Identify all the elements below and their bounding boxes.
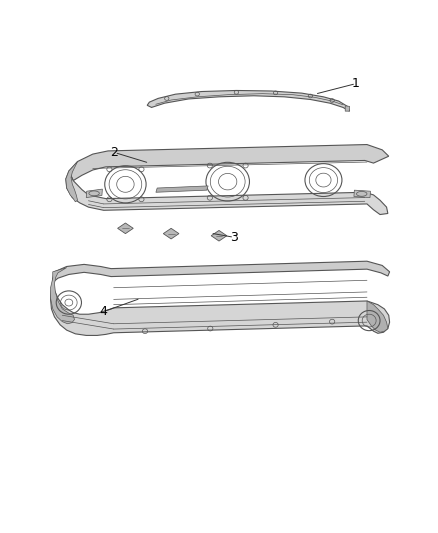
- Text: 1: 1: [352, 77, 360, 90]
- Polygon shape: [50, 278, 390, 335]
- Text: 3: 3: [230, 231, 238, 244]
- Text: 4: 4: [100, 305, 108, 318]
- Polygon shape: [211, 230, 227, 241]
- Polygon shape: [66, 171, 388, 215]
- Polygon shape: [345, 106, 350, 111]
- Polygon shape: [50, 268, 74, 324]
- Text: 2: 2: [111, 146, 119, 159]
- Polygon shape: [117, 223, 133, 233]
- Polygon shape: [147, 91, 350, 111]
- Polygon shape: [354, 190, 371, 198]
- Polygon shape: [53, 261, 390, 282]
- Polygon shape: [69, 144, 389, 181]
- Polygon shape: [367, 301, 388, 332]
- Polygon shape: [163, 228, 179, 239]
- Polygon shape: [66, 161, 78, 202]
- Polygon shape: [156, 186, 208, 192]
- Polygon shape: [86, 189, 102, 198]
